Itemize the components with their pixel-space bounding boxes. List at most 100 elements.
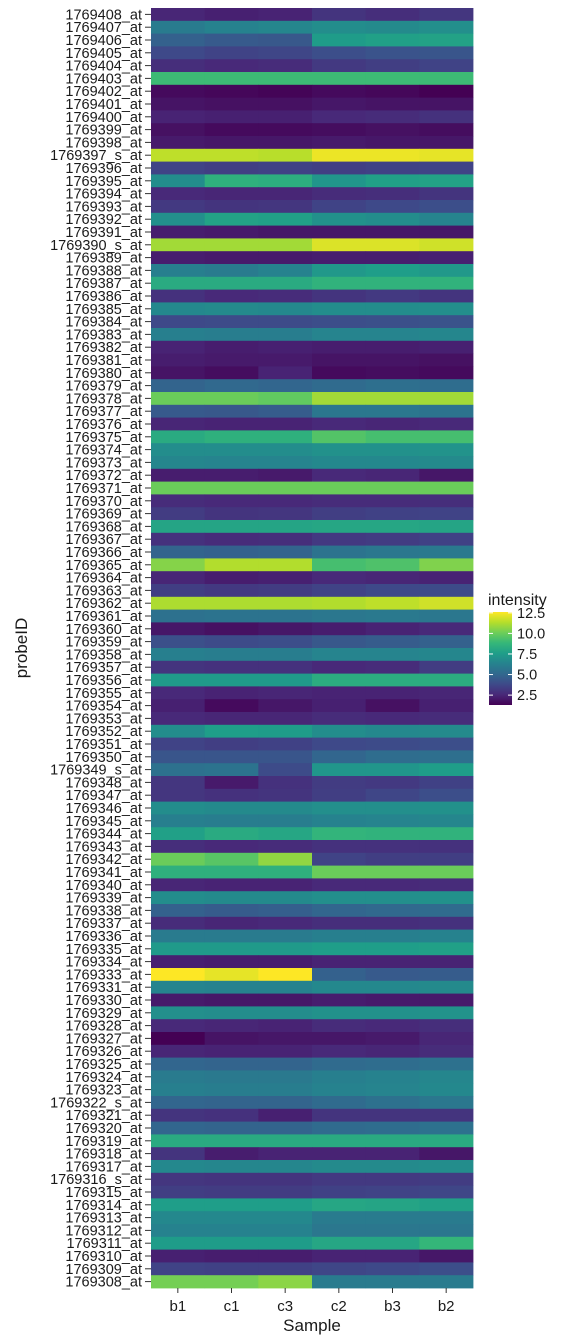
heatmap-cell [312, 968, 367, 982]
heatmap-cell [151, 1006, 206, 1020]
heatmap-cell [204, 1236, 259, 1250]
heatmap-cell [419, 1211, 474, 1225]
heatmap-cell [151, 622, 206, 636]
heatmap-cell [419, 788, 474, 802]
heatmap-cell [365, 33, 420, 47]
heatmap-cell [204, 430, 259, 444]
y-tick-label: 1769346_at [65, 801, 142, 817]
heatmap-cell [258, 878, 313, 892]
heatmap-cell [312, 673, 367, 687]
y-tick-label: 1769396_at [65, 161, 142, 177]
heatmap-cell [204, 1147, 259, 1161]
heatmap-cell [312, 340, 367, 354]
y-tick-label: 1769361_at [65, 609, 142, 625]
heatmap-cell [204, 200, 259, 214]
heatmap-cell [204, 878, 259, 892]
y-tick-label: 1769387_at [65, 276, 142, 292]
heatmap-cell [312, 289, 367, 303]
heatmap-cell [151, 123, 206, 137]
heatmap-cell [258, 97, 313, 111]
heatmap-cell [419, 1096, 474, 1110]
heatmap-cell [258, 315, 313, 329]
heatmap-cell [204, 737, 259, 751]
heatmap-cell [151, 20, 206, 34]
y-tick-label: 1769368_at [65, 519, 142, 535]
y-tick-label: 1769367_at [65, 532, 142, 548]
heatmap-cell [419, 609, 474, 623]
heatmap-cell [151, 456, 206, 470]
y-tick-label: 1769342_at [65, 852, 142, 868]
heatmap-cell [204, 238, 259, 252]
heatmap-cell [419, 481, 474, 495]
heatmap-cell [204, 59, 259, 73]
y-tick-label: 1769341_at [65, 865, 142, 881]
legend-tick-label: 7.5 [517, 647, 537, 663]
heatmap-cell [204, 801, 259, 815]
heatmap-cell [204, 494, 259, 508]
y-tick-label: 1769354_at [65, 699, 142, 715]
heatmap-cell [258, 596, 313, 610]
heatmap-cell [312, 1147, 367, 1161]
heatmap-cell [204, 46, 259, 60]
heatmap-cell [151, 891, 206, 905]
heatmap-cell [258, 417, 313, 431]
y-tick-label: 1769399_at [65, 123, 142, 139]
heatmap-cell [258, 148, 313, 162]
heatmap-cell [419, 123, 474, 137]
heatmap-cell [419, 532, 474, 546]
y-tick-label: 1769356_at [65, 673, 142, 689]
heatmap-cell [419, 200, 474, 214]
heatmap-cell [365, 788, 420, 802]
heatmap-cell [258, 993, 313, 1007]
heatmap-cell [151, 584, 206, 598]
heatmap-cell [312, 1057, 367, 1071]
heatmap-cell [365, 1262, 420, 1276]
heatmap-cell [151, 942, 206, 956]
heatmap-cell [419, 1236, 474, 1250]
heatmap-cell [419, 737, 474, 751]
y-tick-label: 1769349_s_at [50, 763, 142, 779]
heatmap-cell [419, 891, 474, 905]
heatmap-cell [365, 852, 420, 866]
heatmap-cell [204, 20, 259, 34]
heatmap-cell [204, 481, 259, 495]
heatmap-cell [365, 699, 420, 713]
heatmap-cell [151, 558, 206, 572]
heatmap-cell [204, 1262, 259, 1276]
y-tick-label: 1769381_at [65, 353, 142, 369]
y-tick-label: 1769308_at [65, 1275, 142, 1291]
y-tick-label: 1769374_at [65, 443, 142, 459]
heatmap-cell [419, 1070, 474, 1084]
heatmap-cell [204, 340, 259, 354]
heatmap-cell [151, 200, 206, 214]
y-tick-label: 1769383_at [65, 327, 142, 343]
heatmap-cell [204, 520, 259, 534]
heatmap-cell [151, 1224, 206, 1238]
heatmap-cell [258, 673, 313, 687]
heatmap-cell [151, 33, 206, 47]
heatmap-cell [151, 507, 206, 521]
heatmap-cell [312, 468, 367, 482]
heatmap-cell [151, 1032, 206, 1046]
y-tick-label: 1769350_at [65, 750, 142, 766]
heatmap-cell [204, 110, 259, 124]
heatmap-cell [258, 1083, 313, 1097]
heatmap-cell [151, 635, 206, 649]
heatmap-cell [365, 20, 420, 34]
heatmap-cell [365, 968, 420, 982]
heatmap-cell [312, 417, 367, 431]
heatmap-cell [312, 801, 367, 815]
heatmap-cell [204, 276, 259, 290]
heatmap-cell [365, 1172, 420, 1186]
heatmap-cell [419, 110, 474, 124]
heatmap-cell [151, 840, 206, 854]
heatmap-cell [204, 1057, 259, 1071]
heatmap-cell [365, 1070, 420, 1084]
heatmap-cell [365, 430, 420, 444]
heatmap-cell [365, 840, 420, 854]
heatmap-cell [312, 443, 367, 457]
heatmap-cell [312, 1006, 367, 1020]
heatmap-cell [419, 699, 474, 713]
heatmap-cell [151, 1096, 206, 1110]
y-tick-label: 1769328_at [65, 1019, 142, 1035]
